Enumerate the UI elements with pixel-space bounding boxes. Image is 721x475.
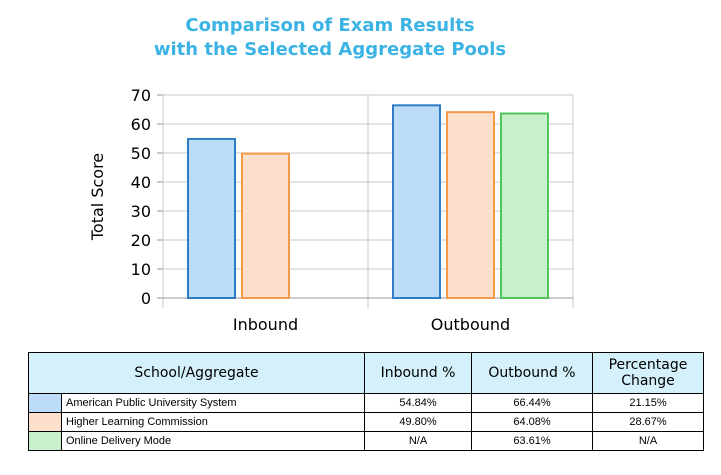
row-name: Online Delivery Mode (61, 431, 365, 451)
results-table: School/Aggregate Inbound % Outbound % Pe… (28, 352, 704, 451)
y-axis-label: Total Score (88, 153, 107, 241)
chart-title: Comparison of Exam Results with the Sele… (0, 14, 660, 62)
header-school-aggregate: School/Aggregate (28, 352, 365, 394)
x-tick-label: Inbound (233, 315, 298, 334)
bar-outbound-1 (446, 111, 495, 299)
table-row: Higher Learning Commission 49.80% 64.08%… (28, 412, 704, 432)
legend-swatch-hlc (28, 412, 62, 432)
bar-chart: 0 10 20 30 40 50 60 70 Inbound Outbound Total Scor… (88, 86, 574, 334)
y-tick-label: 50 (131, 144, 151, 163)
table-row: Online Delivery Mode N/A 63.61% N/A (28, 431, 704, 451)
y-tick-label: 0 (141, 289, 151, 308)
bar-inbound-1 (241, 152, 290, 299)
row-inbound: 54.84% (364, 393, 472, 413)
header-outbound: Outbound % (471, 352, 593, 394)
y-tick-label: 30 (131, 202, 151, 221)
row-change: 28.67% (592, 412, 704, 432)
row-change: N/A (592, 431, 704, 451)
chart-title-line-2: with the Selected Aggregate Pools (153, 39, 507, 60)
row-name: Higher Learning Commission (61, 412, 365, 432)
legend-swatch-aps (28, 393, 62, 413)
legend-swatch-odm (28, 431, 62, 451)
y-tick-label: 40 (131, 173, 151, 192)
bar-outbound-2 (500, 112, 549, 299)
table-row: American Public University System 54.84%… (28, 393, 704, 413)
row-outbound: 66.44% (471, 393, 593, 413)
y-tick-label: 60 (131, 115, 151, 134)
header-percentage-change: Percentage Change (592, 352, 704, 394)
row-inbound: N/A (364, 431, 472, 451)
chart-title-line-1: Comparison of Exam Results (185, 15, 475, 36)
header-inbound: Inbound % (364, 352, 472, 394)
row-change: 21.15% (592, 393, 704, 413)
row-inbound: 49.80% (364, 412, 472, 432)
row-outbound: 63.61% (471, 431, 593, 451)
bar-outbound-0 (392, 104, 441, 299)
row-outbound: 64.08% (471, 412, 593, 432)
y-tick-label: 10 (131, 260, 151, 279)
bar-inbound-0 (187, 137, 236, 299)
table-header-row: School/Aggregate Inbound % Outbound % Pe… (28, 352, 704, 394)
x-tick-label: Outbound (431, 315, 510, 334)
row-name: American Public University System (61, 393, 365, 413)
y-tick-label: 70 (131, 86, 151, 105)
y-tick-label: 20 (131, 231, 151, 250)
